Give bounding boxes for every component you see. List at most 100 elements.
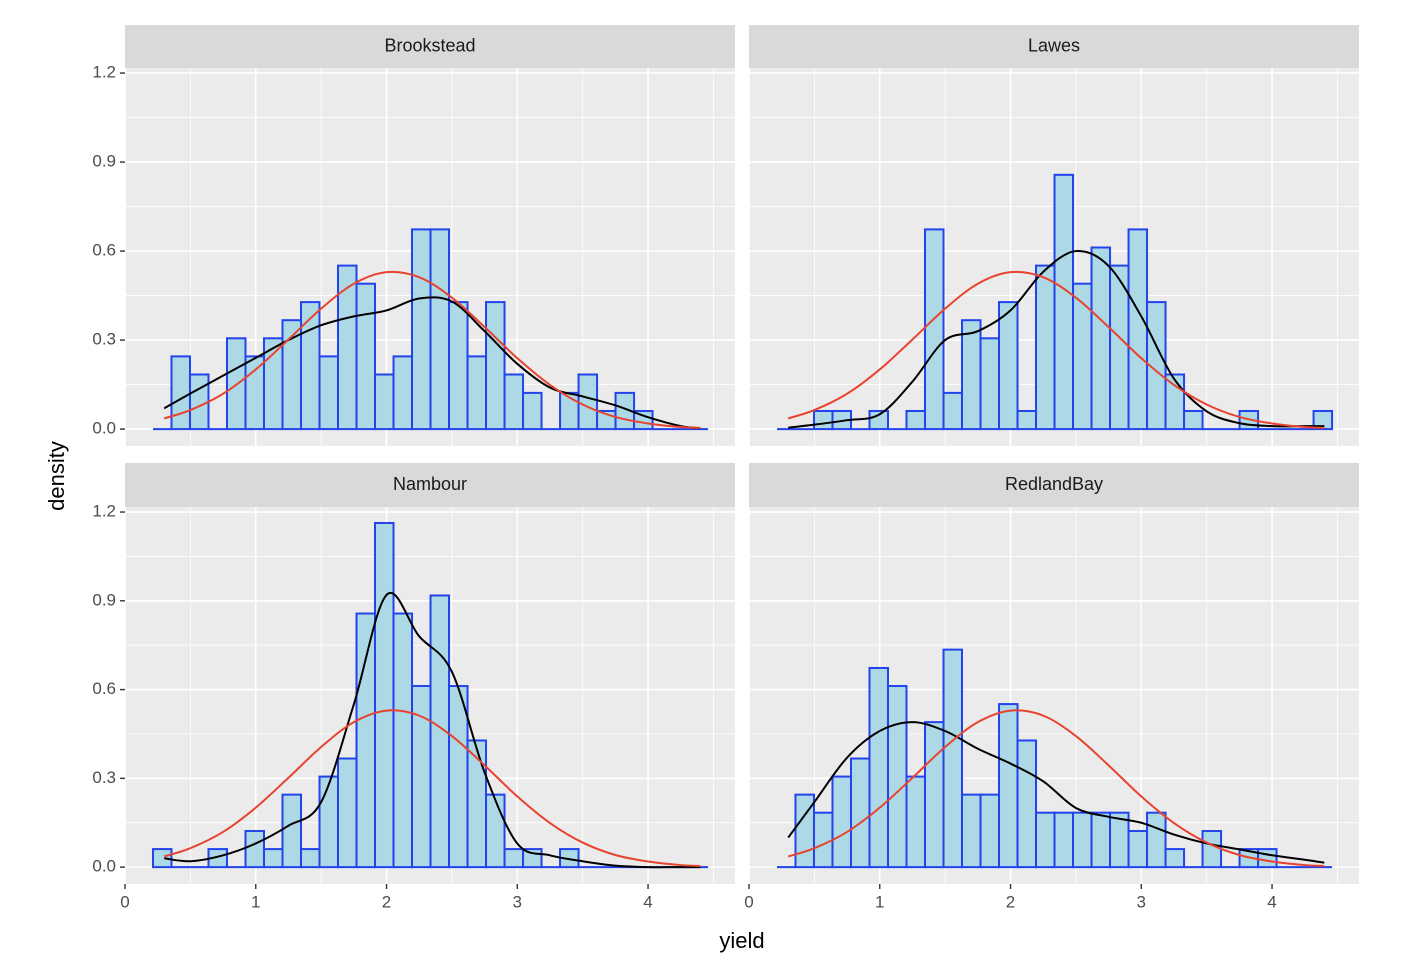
density-curve xyxy=(163,296,701,430)
bar xyxy=(1090,246,1112,431)
bar xyxy=(1127,228,1149,431)
bar xyxy=(924,228,945,431)
bar xyxy=(281,793,303,869)
density-curve xyxy=(787,270,1325,429)
bar xyxy=(262,848,284,869)
bar xyxy=(1016,739,1038,869)
bar xyxy=(1257,848,1278,869)
bar xyxy=(942,648,964,869)
density-curve xyxy=(788,249,1325,429)
bar xyxy=(1201,830,1223,869)
strip-background xyxy=(125,463,735,507)
bar xyxy=(1164,848,1186,869)
bar xyxy=(1164,373,1186,431)
bar xyxy=(1035,264,1056,431)
bar xyxy=(374,521,395,869)
strip-label: Lawes xyxy=(1028,35,1080,55)
strip-label: Brookstead xyxy=(384,35,475,55)
y-tick-label: 0.3 xyxy=(92,330,116,349)
bar xyxy=(1090,811,1112,869)
bar xyxy=(244,355,265,431)
bar xyxy=(831,775,852,869)
bar xyxy=(1312,409,1334,431)
x-tick-label: 4 xyxy=(643,892,652,911)
density-curve xyxy=(163,270,701,429)
bar xyxy=(1016,409,1038,431)
bar xyxy=(886,685,908,869)
x-tick-label: 1 xyxy=(875,892,884,911)
y-tick-label: 0.0 xyxy=(92,857,116,876)
y-tick-label: 0.0 xyxy=(92,419,116,438)
bar xyxy=(1053,173,1075,431)
bar xyxy=(522,391,543,431)
bar xyxy=(979,793,1001,869)
bar xyxy=(318,355,340,431)
bar xyxy=(577,373,599,431)
y-tick-label: 0.9 xyxy=(92,152,116,171)
bar xyxy=(337,757,358,869)
bar xyxy=(170,355,191,431)
bar xyxy=(1146,811,1167,869)
bar xyxy=(998,301,1019,431)
bar xyxy=(812,409,834,431)
strip-background xyxy=(749,25,1359,68)
y-tick-label: 1.2 xyxy=(92,63,116,82)
y-tick-label: 0.6 xyxy=(92,679,116,698)
bar xyxy=(979,337,1001,431)
bar xyxy=(448,301,469,431)
bar xyxy=(485,301,506,431)
x-tick-label: 2 xyxy=(382,892,391,911)
bar xyxy=(392,355,414,431)
x-tick-label: 4 xyxy=(1267,892,1276,911)
x-tick-label: 3 xyxy=(1137,892,1146,911)
bar xyxy=(868,409,889,431)
x-tick-label: 2 xyxy=(1006,892,1015,911)
strip-background xyxy=(125,25,735,68)
density-curve xyxy=(787,721,1325,864)
bar xyxy=(998,703,1019,869)
x-tick-label: 1 xyxy=(251,892,260,911)
bar xyxy=(942,391,964,431)
x-tick-label: 3 xyxy=(513,892,522,911)
y-tick-label: 1.2 xyxy=(92,502,116,521)
bar xyxy=(1072,811,1093,869)
bar xyxy=(355,282,377,431)
y-tick-label: 0.9 xyxy=(92,590,116,609)
bar xyxy=(503,848,525,869)
bar xyxy=(1072,282,1093,431)
bar xyxy=(374,373,395,431)
bar xyxy=(849,757,871,869)
y-tick-label: 0.3 xyxy=(92,768,116,787)
bar xyxy=(1183,409,1204,431)
density-curve xyxy=(163,709,701,867)
strip-label: RedlandBay xyxy=(1005,474,1103,494)
strip-background xyxy=(749,463,1359,507)
bar xyxy=(411,228,432,431)
bar xyxy=(812,811,834,869)
bar xyxy=(300,301,321,431)
bar xyxy=(300,848,321,869)
bar xyxy=(466,739,488,869)
bar xyxy=(924,721,945,869)
bar xyxy=(961,793,982,869)
bar xyxy=(633,409,654,431)
bar xyxy=(318,775,340,869)
bar xyxy=(355,612,377,869)
bar xyxy=(188,373,210,431)
y-tick-label: 0.6 xyxy=(92,241,116,260)
bar xyxy=(1109,811,1130,869)
strip-label: Nambour xyxy=(393,474,467,494)
bar xyxy=(905,775,927,869)
bar xyxy=(961,319,982,431)
bar xyxy=(466,355,488,431)
bar xyxy=(1035,811,1056,869)
bar xyxy=(448,685,469,869)
x-tick-label: 0 xyxy=(744,892,753,911)
bar xyxy=(429,228,451,431)
bar xyxy=(1127,830,1149,869)
bar xyxy=(868,666,889,869)
bar xyxy=(905,409,927,431)
bar xyxy=(1053,811,1075,869)
x-tick-label: 0 xyxy=(120,892,129,911)
